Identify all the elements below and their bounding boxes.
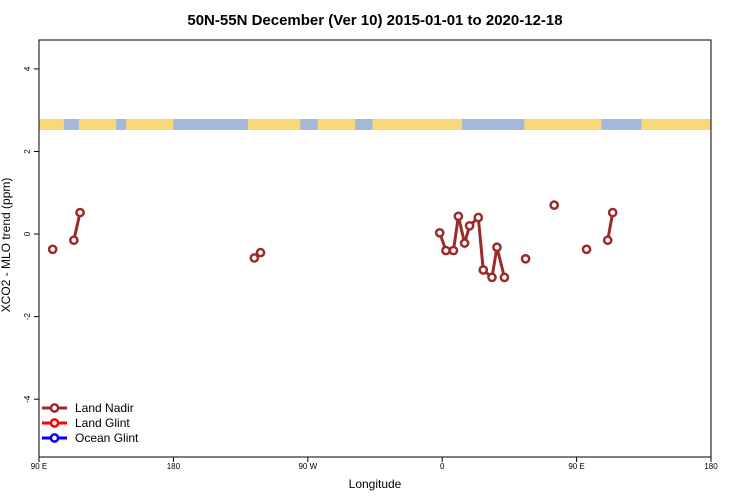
- land-band: [78, 119, 117, 130]
- x-tick-label: 90 E: [31, 462, 47, 471]
- data-point: [441, 245, 451, 256]
- data-point: [68, 235, 79, 246]
- legend-label: Ocean Glint: [75, 431, 139, 445]
- y-tick-label: -2: [23, 313, 32, 321]
- legend-swatch-marker: [49, 433, 60, 443]
- y-tick-label: 4: [23, 66, 32, 71]
- land-band: [317, 119, 356, 130]
- land-band: [641, 119, 711, 130]
- legend-label: Land Nadir: [75, 401, 134, 415]
- data-point: [520, 253, 531, 264]
- data-point: [459, 238, 470, 248]
- data-point: [448, 245, 459, 256]
- data-point: [487, 272, 497, 283]
- data-series: [47, 200, 618, 283]
- land-band: [39, 119, 64, 130]
- land-ocean-strip: [39, 119, 711, 130]
- data-point: [255, 247, 266, 258]
- data-point: [434, 227, 445, 238]
- data-point: [473, 212, 484, 223]
- y-tick-label: -4: [23, 395, 32, 403]
- land-band: [126, 119, 174, 130]
- land-band: [372, 119, 463, 130]
- chart-title: 50N-55N December (Ver 10) 2015-01-01 to …: [187, 12, 562, 29]
- x-tick-label: 0: [440, 462, 445, 471]
- data-point: [478, 265, 489, 275]
- legend-swatch-marker: [49, 418, 60, 428]
- data-point: [453, 211, 464, 222]
- y-tick-label: 2: [23, 149, 32, 154]
- x-tick-label: 90 E: [568, 462, 584, 471]
- data-point: [464, 220, 475, 231]
- data-point: [249, 253, 260, 263]
- y-tick-label: 0: [23, 231, 32, 236]
- data-point: [581, 244, 592, 255]
- data-point: [47, 244, 58, 255]
- x-tick-label: 90 W: [298, 462, 317, 471]
- data-point: [549, 200, 560, 210]
- data-point: [607, 207, 618, 218]
- data-point: [75, 207, 85, 218]
- x-tick-label: 180: [704, 462, 718, 471]
- axis-ticks: 90 E 180 90 W 0 90 E 180 -4 -2 0 2 4: [23, 66, 718, 471]
- legend-swatch-marker: [49, 403, 60, 413]
- x-tick-label: 180: [167, 462, 181, 471]
- plot-frame: [38, 39, 712, 458]
- data-point: [602, 235, 613, 246]
- legend-label: Land Glint: [75, 416, 130, 430]
- x-axis-label: Longitude: [349, 477, 402, 491]
- data-point: [499, 272, 510, 283]
- land-band: [248, 119, 301, 130]
- y-axis-label: XCO2 - MLO trend (ppm): [0, 178, 13, 313]
- data-point: [492, 242, 502, 253]
- land-band: [524, 119, 602, 130]
